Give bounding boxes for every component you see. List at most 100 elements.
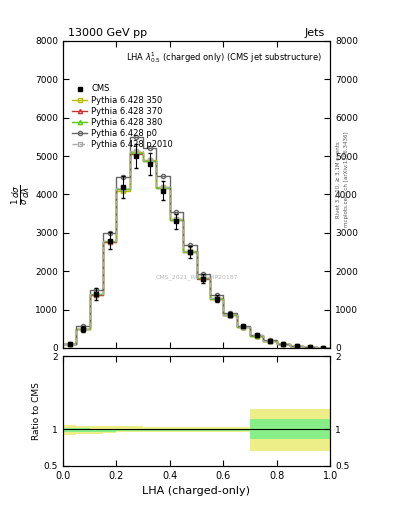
Pythia 6.428 p0 (208, 292, 212, 298)
Pythia 6.428 370 (154, 158, 159, 164)
Pythia 6.428 p0 (301, 344, 306, 350)
Pythia 6.428 p0 (101, 230, 105, 236)
Pythia 6.428 p2010 (114, 185, 119, 191)
Pythia 6.428 380 (154, 158, 159, 164)
Pythia 6.428 p0 (181, 242, 185, 248)
Pythia 6.428 p0 (234, 310, 239, 316)
Pythia 6.428 370 (127, 151, 132, 157)
Pythia 6.428 350 (314, 344, 319, 350)
Pythia 6.428 370 (208, 276, 212, 282)
Pythia 6.428 380 (167, 217, 172, 223)
Pythia 6.428 370 (234, 324, 239, 330)
Pythia 6.428 p2010 (261, 332, 266, 338)
Pythia 6.428 p2010 (274, 341, 279, 347)
Pythia 6.428 380 (314, 344, 319, 350)
Pythia 6.428 p2010 (74, 341, 79, 347)
Pythia 6.428 380 (221, 296, 226, 302)
Pythia 6.428 p2010 (181, 217, 185, 223)
Pythia 6.428 370 (181, 249, 185, 255)
Pythia 6.428 380 (181, 217, 185, 223)
Pythia 6.428 350 (74, 341, 79, 347)
Pythia 6.428 380 (328, 345, 332, 351)
Pythia 6.428 p0 (154, 145, 159, 152)
Pythia 6.428 350 (101, 292, 105, 298)
Legend: CMS, Pythia 6.428 350, Pythia 6.428 370, Pythia 6.428 380, Pythia 6.428 p0, Pyth: CMS, Pythia 6.428 350, Pythia 6.428 370,… (70, 82, 176, 152)
Pythia 6.428 p2010 (288, 341, 292, 347)
Pythia 6.428 370 (208, 296, 212, 302)
Pythia 6.428 350 (141, 157, 145, 163)
Pythia 6.428 p2010 (154, 184, 159, 190)
Pythia 6.428 350 (208, 275, 212, 281)
Pythia 6.428 380 (261, 333, 266, 339)
Pythia 6.428 p0 (154, 173, 159, 179)
Pythia 6.428 p0 (61, 340, 65, 347)
Pythia 6.428 p2010 (234, 311, 239, 317)
Pythia 6.428 370 (74, 341, 79, 347)
Pythia 6.428 350 (301, 344, 306, 350)
Pythia 6.428 p2010 (74, 326, 79, 332)
Pythia 6.428 p0 (87, 324, 92, 330)
Line: Pythia 6.428 370: Pythia 6.428 370 (63, 154, 330, 348)
Text: 13000 GeV pp: 13000 GeV pp (68, 28, 147, 38)
Pythia 6.428 p0 (274, 340, 279, 347)
Pythia 6.428 p2010 (208, 295, 212, 302)
Pythia 6.428 380 (101, 238, 105, 244)
Pythia 6.428 350 (234, 324, 239, 330)
Pythia 6.428 370 (288, 343, 292, 349)
Pythia 6.428 370 (74, 326, 79, 332)
Pythia 6.428 370 (114, 239, 119, 245)
Pythia 6.428 p0 (288, 343, 292, 349)
Pythia 6.428 350 (261, 338, 266, 344)
Pythia 6.428 p2010 (314, 345, 319, 351)
Pythia 6.428 p0 (194, 242, 199, 248)
Pythia 6.428 370 (274, 338, 279, 344)
Pythia 6.428 370 (314, 344, 319, 350)
Line: Pythia 6.428 p0: Pythia 6.428 p0 (63, 137, 330, 348)
Pythia 6.428 380 (61, 341, 65, 347)
Pythia 6.428 370 (274, 341, 279, 347)
Pythia 6.428 370 (221, 296, 226, 302)
Pythia 6.428 p2010 (114, 238, 119, 244)
Pythia 6.428 370 (141, 151, 145, 157)
Pythia 6.428 350 (61, 341, 65, 347)
Pythia 6.428 370 (248, 333, 252, 339)
Pythia 6.428 380 (167, 184, 172, 190)
Pythia 6.428 350 (328, 345, 332, 351)
Pythia 6.428 350 (314, 345, 319, 351)
Pythia 6.428 p0 (261, 331, 266, 337)
Pythia 6.428 350 (194, 275, 199, 281)
Pythia 6.428 370 (314, 345, 319, 351)
Pythia 6.428 380 (234, 324, 239, 330)
Pythia 6.428 380 (74, 341, 79, 347)
Pythia 6.428 350 (87, 292, 92, 298)
Pythia 6.428 p0 (221, 292, 226, 298)
Pythia 6.428 380 (248, 333, 252, 339)
Pythia 6.428 380 (208, 275, 212, 282)
Pythia 6.428 350 (87, 326, 92, 332)
Pythia 6.428 380 (181, 248, 185, 254)
Pythia 6.428 380 (101, 291, 105, 297)
Pythia 6.428 370 (87, 326, 92, 332)
Text: mcplots.cern.ch [arXiv:1306.3436]: mcplots.cern.ch [arXiv:1306.3436] (344, 132, 349, 227)
Pythia 6.428 350 (208, 295, 212, 302)
Pythia 6.428 350 (154, 184, 159, 190)
Pythia 6.428 380 (141, 158, 145, 164)
X-axis label: LHA (charged-only): LHA (charged-only) (143, 486, 250, 496)
Pythia 6.428 380 (154, 184, 159, 190)
Pythia 6.428 p2010 (248, 324, 252, 330)
Pythia 6.428 370 (261, 338, 266, 344)
Pythia 6.428 p0 (328, 345, 332, 351)
Pythia 6.428 350 (288, 341, 292, 347)
Pythia 6.428 380 (74, 326, 79, 332)
Pythia 6.428 380 (141, 150, 145, 156)
Pythia 6.428 p0 (114, 230, 119, 236)
Pythia 6.428 350 (74, 326, 79, 332)
Pythia 6.428 350 (167, 184, 172, 190)
Pythia 6.428 p2010 (314, 344, 319, 350)
Pythia 6.428 350 (288, 343, 292, 349)
Pythia 6.428 380 (234, 312, 239, 318)
Pythia 6.428 370 (301, 343, 306, 349)
Pythia 6.428 p0 (74, 324, 79, 330)
Text: CMS_2021_PAS_SMP20187: CMS_2021_PAS_SMP20187 (155, 275, 238, 281)
Pythia 6.428 p2010 (141, 148, 145, 155)
